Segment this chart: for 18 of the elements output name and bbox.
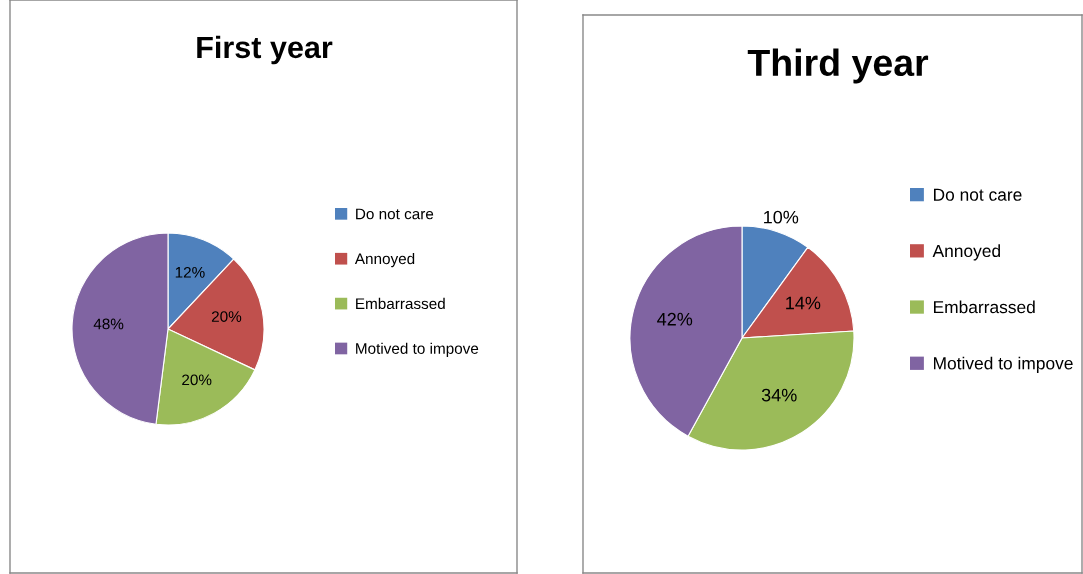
data-label: 34%: [761, 388, 797, 402]
legend-label: Motived to impove: [356, 342, 479, 357]
data-label: 10%: [764, 210, 799, 224]
data-label: 12%: [175, 266, 205, 278]
legend-label: Embarrassed: [356, 297, 445, 310]
data-label: 42%: [657, 312, 693, 326]
data-label: 14%: [786, 296, 821, 310]
chart-title: First year: [197, 35, 333, 65]
legend-label: Annoyed: [932, 244, 1000, 261]
chart-title: Third year: [747, 48, 929, 84]
legend-label: Annoyed: [354, 252, 415, 268]
legend-label: Motived to impove: [933, 356, 1073, 373]
legend-label: Do not care: [356, 208, 434, 220]
data-label: 48%: [93, 318, 124, 330]
legend-label: Do not care: [933, 188, 1022, 201]
data-label: 20%: [182, 374, 212, 386]
data-label: 20%: [211, 311, 242, 322]
legend-label: Embarrassed: [933, 300, 1035, 314]
